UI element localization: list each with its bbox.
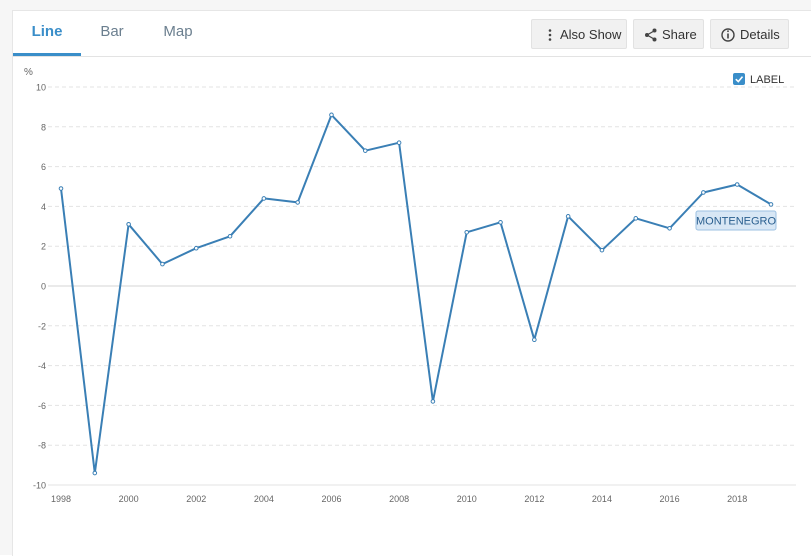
data-point[interactable] bbox=[768, 202, 774, 207]
share-button[interactable]: Share bbox=[633, 19, 704, 49]
data-point[interactable] bbox=[160, 261, 165, 267]
data-point[interactable] bbox=[396, 140, 402, 146]
x-tick-label: 2014 bbox=[592, 494, 612, 504]
also-show-label: Also Show bbox=[560, 27, 622, 42]
data-point[interactable] bbox=[329, 112, 334, 118]
label-toggle[interactable]: LABEL bbox=[733, 73, 784, 86]
data-point[interactable] bbox=[430, 399, 436, 404]
checkmark-icon bbox=[735, 76, 744, 83]
tab-bar[interactable]: Bar bbox=[100, 23, 124, 40]
data-point[interactable] bbox=[532, 337, 537, 343]
info-circle-icon bbox=[720, 20, 736, 50]
x-tick-label: 2008 bbox=[389, 494, 409, 504]
data-point[interactable] bbox=[193, 245, 199, 251]
grid-lines bbox=[48, 86, 796, 486]
series-line-montenegro bbox=[60, 113, 772, 475]
data-point[interactable] bbox=[565, 214, 571, 219]
data-point[interactable] bbox=[126, 222, 131, 227]
tab-map[interactable]: Map bbox=[163, 23, 193, 40]
also-show-button[interactable]: Also Show bbox=[531, 19, 627, 49]
y-tick-label: -4 bbox=[38, 361, 46, 371]
x-axis-ticks: 1998 2000 2002 2004 2006 2008 2010 2012 2014 2016… bbox=[51, 494, 747, 504]
series-layer bbox=[58, 112, 774, 476]
tab-line[interactable]: Line bbox=[13, 11, 81, 56]
y-tick-label: -6 bbox=[38, 401, 46, 411]
x-tick-label: 2002 bbox=[186, 494, 206, 504]
details-button[interactable]: Details bbox=[710, 19, 789, 49]
data-point[interactable] bbox=[227, 233, 233, 239]
label-toggle-text: LABEL bbox=[750, 74, 784, 86]
x-tick-label: 2010 bbox=[457, 494, 477, 504]
data-point[interactable] bbox=[599, 247, 605, 253]
share-label: Share bbox=[662, 27, 697, 42]
series-label-montenegro: MONTENEGRO bbox=[695, 210, 777, 231]
label-checkbox[interactable] bbox=[733, 73, 745, 85]
y-tick-label: -8 bbox=[38, 441, 46, 451]
y-tick-label: 0 bbox=[41, 282, 46, 292]
data-point[interactable] bbox=[362, 148, 368, 153]
share-icon bbox=[643, 20, 659, 50]
data-point[interactable] bbox=[295, 200, 300, 205]
y-axis-ticks: 10 8 6 4 2 0 -2 -4 -6 -8 -10 bbox=[33, 83, 46, 491]
x-tick-label: 2016 bbox=[660, 494, 680, 504]
y-tick-label: -10 bbox=[33, 481, 46, 491]
data-point[interactable] bbox=[734, 182, 740, 187]
chart-panel: Line Bar Map Also Show bbox=[12, 10, 811, 556]
x-tick-label: 1998 bbox=[51, 494, 71, 504]
y-tick-label: 6 bbox=[41, 162, 46, 172]
data-point[interactable] bbox=[498, 220, 503, 225]
data-point[interactable] bbox=[261, 196, 267, 201]
view-tabs: Line Bar Map Also Show bbox=[13, 11, 811, 57]
data-point[interactable] bbox=[633, 216, 639, 221]
x-tick-label: 2006 bbox=[321, 494, 341, 504]
details-label: Details bbox=[740, 27, 780, 42]
y-axis-unit-label: % bbox=[24, 67, 33, 78]
y-tick-label: 8 bbox=[41, 122, 46, 132]
x-tick-label: 2004 bbox=[254, 494, 274, 504]
y-tick-label: 2 bbox=[41, 242, 46, 252]
y-tick-label: -2 bbox=[38, 321, 46, 331]
data-point[interactable] bbox=[701, 190, 706, 195]
series-label-text: MONTENEGRO bbox=[696, 216, 777, 228]
x-tick-label: 2000 bbox=[119, 494, 139, 504]
x-tick-label: 2012 bbox=[524, 494, 544, 504]
vertical-dots-icon bbox=[542, 20, 558, 50]
data-point[interactable] bbox=[464, 229, 470, 235]
data-point[interactable] bbox=[92, 470, 98, 476]
y-tick-label: 10 bbox=[36, 83, 46, 93]
x-tick-label: 2018 bbox=[727, 494, 747, 504]
data-point[interactable] bbox=[58, 186, 64, 191]
y-tick-label: 4 bbox=[41, 202, 46, 212]
data-point[interactable] bbox=[667, 225, 672, 231]
line-chart: 10 8 6 4 2 0 -2 -4 -6 -8 -10 1998 2000 2002 2004 2006 2… bbox=[24, 67, 796, 504]
